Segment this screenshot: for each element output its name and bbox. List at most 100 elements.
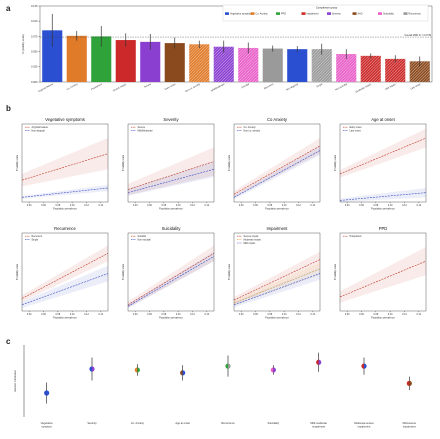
- series-line: [339, 192, 427, 201]
- confidence-band: [234, 262, 320, 306]
- legend-swatch: [378, 12, 382, 15]
- x-tick-label: 0.10: [388, 204, 393, 207]
- series-line: [233, 145, 321, 195]
- x-tick-label: 0.12: [296, 204, 301, 207]
- x-tick-label: 0.04: [133, 204, 138, 207]
- confidence-band: [128, 245, 214, 308]
- subplot-frame: [21, 232, 109, 312]
- x-tick-label: 0.08: [162, 313, 167, 316]
- x-axis-label: Population prevalence: [53, 207, 77, 210]
- x-axis-label: Population prevalence: [159, 207, 183, 210]
- series-line: [21, 187, 109, 198]
- confidence-band: [22, 245, 108, 302]
- confidence-band: [128, 147, 214, 196]
- legend-label: Suicidal: [138, 235, 147, 238]
- x-tick-label: Single: [316, 82, 324, 88]
- series-line: [233, 150, 321, 198]
- point-right-half: [273, 367, 276, 373]
- x-axis-label: Population prevalence: [371, 316, 395, 319]
- y-axis-label: h² liability scale: [334, 263, 337, 280]
- subplot-title: Severity: [163, 117, 179, 122]
- point-right-half: [46, 390, 50, 396]
- legend-label: Severe impair.: [244, 235, 260, 238]
- legend-swatch: [225, 12, 229, 15]
- y-axis-label: h² liability scale: [334, 154, 337, 171]
- x-tick-label: 0.12: [402, 204, 407, 207]
- x-tick-label: Moderate-severe impairment: [354, 421, 374, 428]
- bar: [140, 41, 161, 82]
- subplot: Vegetative symptoms Atypical featureNon-a…: [16, 117, 109, 210]
- point-left-half: [44, 390, 47, 396]
- point-right-half: [228, 363, 231, 369]
- x-tick-label: Severity: [87, 421, 97, 425]
- bar: [287, 49, 308, 82]
- legend-swatch: [301, 12, 306, 15]
- x-tick-label: 0.08: [374, 313, 379, 316]
- series-line: [233, 268, 321, 304]
- x-tick-label: 0.14: [205, 204, 210, 207]
- x-tick-label: Suicidality: [267, 421, 279, 425]
- legend-label: Moderate impair.: [244, 238, 262, 241]
- legend-label: Vegetative symptom: [230, 13, 252, 16]
- x-tick-label: 0.12: [296, 313, 301, 316]
- legend-label: Recurrence: [409, 13, 422, 16]
- legend-swatch: [327, 12, 331, 15]
- x-axis-label: Population prevalence: [265, 316, 289, 319]
- x-tick-label: Mild/Moderate: [210, 82, 225, 92]
- x-tick-label: Mild-severe impairment: [403, 421, 417, 428]
- x-tick-label: 0.04: [345, 313, 350, 316]
- x-tick-label: Age at onset: [175, 421, 190, 425]
- y-axis-label: h² liability scale: [16, 263, 19, 280]
- line-chart-grid: Vegetative symptoms Atypical featureNon-a…: [16, 117, 427, 319]
- x-tick-label: 0.14: [417, 313, 422, 316]
- point-left-half: [134, 367, 138, 373]
- bar-hatch: [311, 49, 332, 82]
- x-tick-label: 0.14: [311, 204, 316, 207]
- series-line: [21, 253, 109, 299]
- x-tick-label: Co. Anxiety: [66, 82, 79, 91]
- x-tick-label: 0.04: [345, 204, 350, 207]
- x-tick-label: Severe: [144, 82, 153, 89]
- y-axis-label: Genetic correlation: [13, 370, 17, 392]
- legend-label: AAO: [358, 13, 363, 16]
- y-axis-label: h² liability scale: [122, 263, 125, 280]
- x-axis-label: Population prevalence: [371, 207, 395, 210]
- x-axis-label: Population prevalence: [265, 207, 289, 210]
- series-line: [21, 273, 109, 306]
- x-tick-label: 0.12: [84, 204, 89, 207]
- x-tick-label: 0.10: [176, 313, 181, 316]
- confidence-band: [22, 265, 108, 308]
- x-tick-label: Mild impair.: [385, 83, 397, 91]
- x-tick-label: 0.10: [282, 313, 287, 316]
- point-left-half: [316, 359, 319, 365]
- subplot-frame: [233, 232, 321, 312]
- correlation-chart: Genetic correlation Vegetative symptom Seve…: [13, 345, 417, 428]
- bar: [91, 36, 112, 82]
- subplot-frame: [127, 123, 215, 203]
- subplot-title: Impairment: [267, 226, 289, 231]
- subplot-title: Vegetative symptoms: [45, 117, 85, 122]
- y-tick-label: 0.125: [31, 4, 38, 8]
- legend-label: Mild/Moderate: [138, 129, 154, 132]
- x-axis-label: Population prevalence: [159, 316, 183, 319]
- subplot-frame: [233, 123, 321, 203]
- legend-label: Co. Anxiety: [256, 13, 269, 16]
- x-tick-label: 0.12: [402, 313, 407, 316]
- subplot-title: Suicidality: [162, 226, 182, 231]
- legend-label: Non-co. anxiety: [244, 129, 261, 132]
- x-tick-label: 0.04: [133, 313, 138, 316]
- legend-label: Severe: [138, 126, 146, 129]
- point-left-half: [225, 363, 228, 369]
- y-tick-label: 0.025: [31, 65, 38, 69]
- y-tick-label: 0.100: [31, 19, 38, 23]
- reference-label: Overall MDD h² = 0.0739: [404, 34, 431, 37]
- x-tick-label: 0.08: [374, 204, 379, 207]
- confidence-band: [340, 247, 426, 303]
- legend-label: Early onset: [350, 126, 362, 129]
- x-tick-label: 0.06: [253, 313, 258, 316]
- series-line: [339, 260, 427, 298]
- legend-title: Comparison group: [316, 6, 338, 10]
- point-right-half: [137, 367, 140, 373]
